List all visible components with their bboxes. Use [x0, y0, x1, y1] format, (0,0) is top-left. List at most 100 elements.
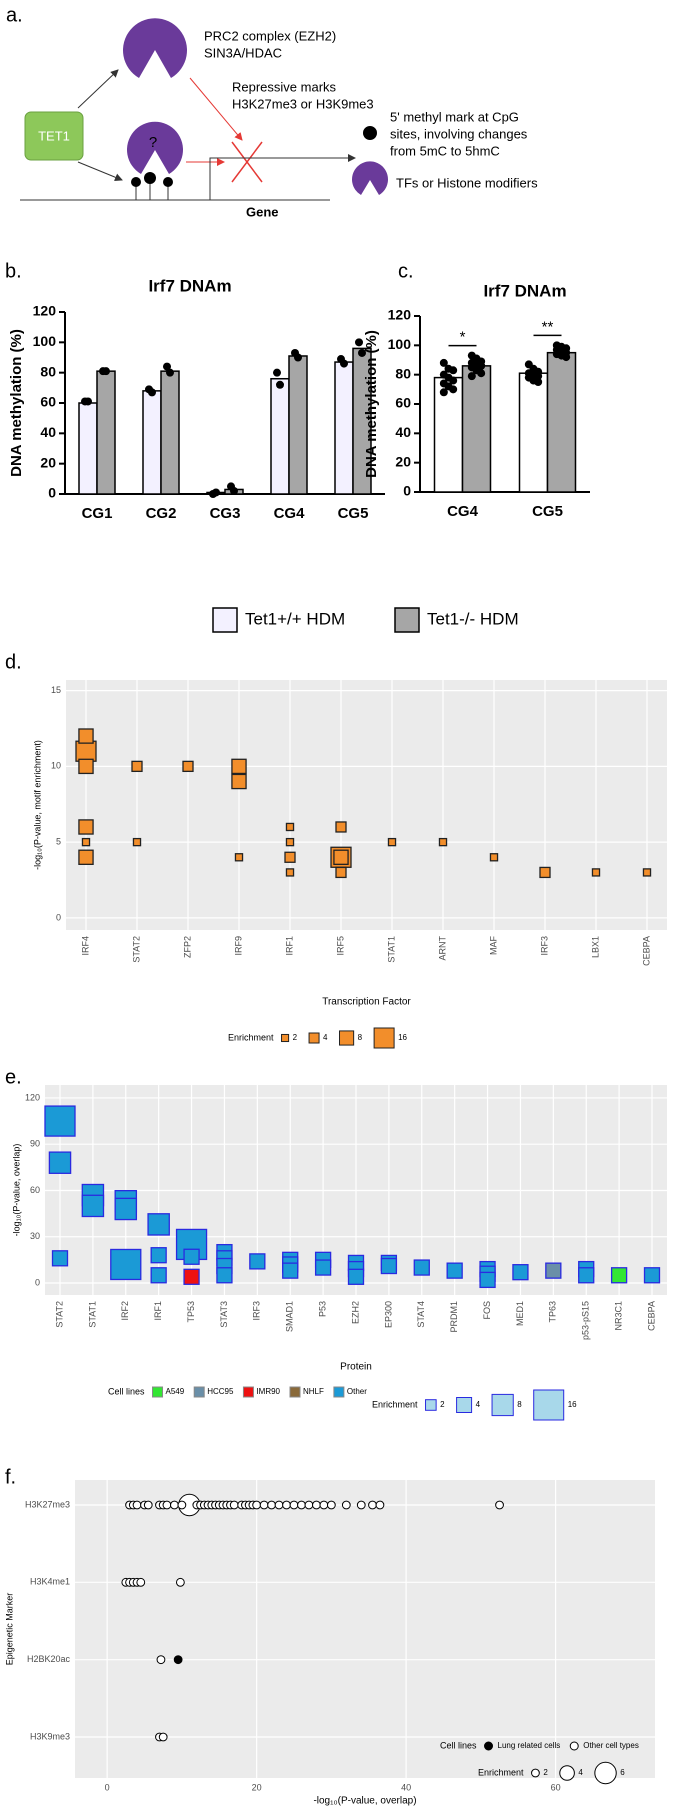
methyl-dot — [144, 172, 156, 184]
data-square — [182, 760, 194, 773]
data-square — [285, 837, 295, 847]
y-tick-label: 0 — [403, 483, 411, 499]
data-square — [147, 1213, 170, 1236]
data-point — [562, 353, 571, 362]
data-square — [539, 866, 551, 879]
legend-label: A549 — [166, 1387, 185, 1396]
block-cross — [231, 141, 263, 183]
y-axis-label: -log₁₀(P-value, overlap) — [11, 1144, 21, 1237]
x-tick-label: CG2 — [146, 505, 177, 522]
data-point — [477, 369, 486, 378]
bar — [433, 376, 464, 493]
legend-size-key — [339, 1030, 355, 1046]
data-square — [380, 1257, 398, 1275]
y-tick-label: 120 — [25, 1092, 40, 1102]
x-axis-label: Protein — [340, 1362, 372, 1373]
data-square — [249, 1253, 266, 1270]
legend-swatch — [242, 1386, 254, 1398]
y-axis-label: DNA methylation (%) — [363, 330, 380, 478]
y-tick-label: 100 — [33, 333, 57, 349]
data-point — [84, 397, 92, 406]
data-point — [274, 1500, 284, 1510]
chart-title: Irf7 DNAm — [148, 276, 231, 295]
data-point — [143, 1500, 153, 1510]
x-tick-label: 0 — [105, 1782, 110, 1792]
y-tick-label: H3K9me3 — [30, 1731, 70, 1741]
x-tick-label: CEBPA — [646, 1301, 656, 1331]
y-tick-label: 80 — [395, 365, 411, 381]
legend-swatch — [569, 1741, 579, 1751]
legend-label: IMR90 — [256, 1387, 280, 1396]
legend-label: 2 — [440, 1400, 445, 1409]
data-square — [150, 1247, 167, 1264]
repressive-text: H3K27me3 or H3K9me3 — [232, 96, 374, 111]
legend-label: 16 — [568, 1400, 577, 1409]
y-tick-label: 30 — [30, 1231, 40, 1241]
chart-title: Irf7 DNAm — [483, 281, 566, 300]
y-tick-label: 15 — [51, 685, 61, 695]
data-square — [333, 849, 349, 865]
data-square — [114, 1197, 138, 1221]
legend-label: Other cell types — [583, 1741, 639, 1750]
data-point — [267, 1500, 276, 1510]
legend-title: Enrichment — [372, 1399, 418, 1409]
y-tick-label: 60 — [40, 394, 56, 410]
x-tick-label: IRF4 — [80, 936, 90, 956]
data-square — [512, 1264, 529, 1281]
repressive-text: Repressive marks — [232, 79, 337, 94]
y-tick-label: H3K4me1 — [30, 1577, 70, 1587]
data-point — [212, 488, 220, 497]
legend-title: Enrichment — [228, 1032, 274, 1042]
data-square — [81, 1194, 105, 1218]
x-tick-label: 60 — [551, 1782, 561, 1792]
bar — [288, 355, 308, 495]
legend-text: 5' methyl mark at CpG — [390, 109, 519, 124]
data-point — [439, 388, 448, 397]
x-tick-label: FOS — [482, 1301, 492, 1320]
data-square — [438, 837, 448, 847]
significance-label: ** — [542, 318, 554, 335]
x-tick-label: ARNT — [437, 935, 447, 960]
legend-swatch — [484, 1741, 494, 1751]
y-axis-label: DNA methylation (%) — [8, 329, 25, 477]
x-tick-label: CG5 — [532, 503, 563, 520]
data-point — [173, 1655, 183, 1665]
bar — [160, 370, 180, 495]
legend-label: 6 — [620, 1768, 625, 1777]
y-tick-label: 60 — [395, 395, 411, 411]
bar — [518, 372, 549, 493]
data-point — [319, 1500, 329, 1510]
y-tick-label: 0 — [48, 485, 56, 501]
x-tick-label: NR3C1 — [613, 1301, 623, 1331]
data-point — [358, 348, 366, 357]
data-square — [48, 1151, 72, 1174]
data-point — [375, 1500, 385, 1510]
legend-text: sites, involving changes — [390, 126, 528, 141]
tet1-label: TET1 — [38, 128, 70, 143]
data-square — [51, 1250, 69, 1267]
legend-swatch — [152, 1386, 164, 1398]
arrow — [189, 77, 243, 141]
x-tick-label: TP53 — [186, 1301, 196, 1323]
data-square — [216, 1267, 233, 1284]
data-point — [259, 1500, 269, 1510]
legend-text: TFs or Histone modifiers — [396, 175, 538, 190]
data-point — [163, 362, 171, 371]
y-tick-label: 10 — [51, 761, 61, 771]
data-square — [78, 728, 94, 744]
legend-label: Other — [347, 1387, 367, 1396]
data-point — [297, 1500, 306, 1510]
data-square — [489, 853, 499, 862]
x-tick-label: MED1 — [515, 1301, 525, 1326]
significance-label: * — [460, 329, 466, 346]
y-tick-label: 20 — [395, 453, 411, 469]
data-square — [591, 868, 601, 877]
y-tick-label: 40 — [40, 424, 56, 440]
legend-label: HCC95 — [207, 1387, 234, 1396]
data-point — [534, 378, 543, 386]
x-tick-label: 40 — [401, 1782, 411, 1792]
data-point — [276, 380, 284, 389]
legend-size-key — [531, 1768, 540, 1778]
methyl-dot — [131, 177, 141, 187]
complex-shape — [127, 121, 184, 174]
